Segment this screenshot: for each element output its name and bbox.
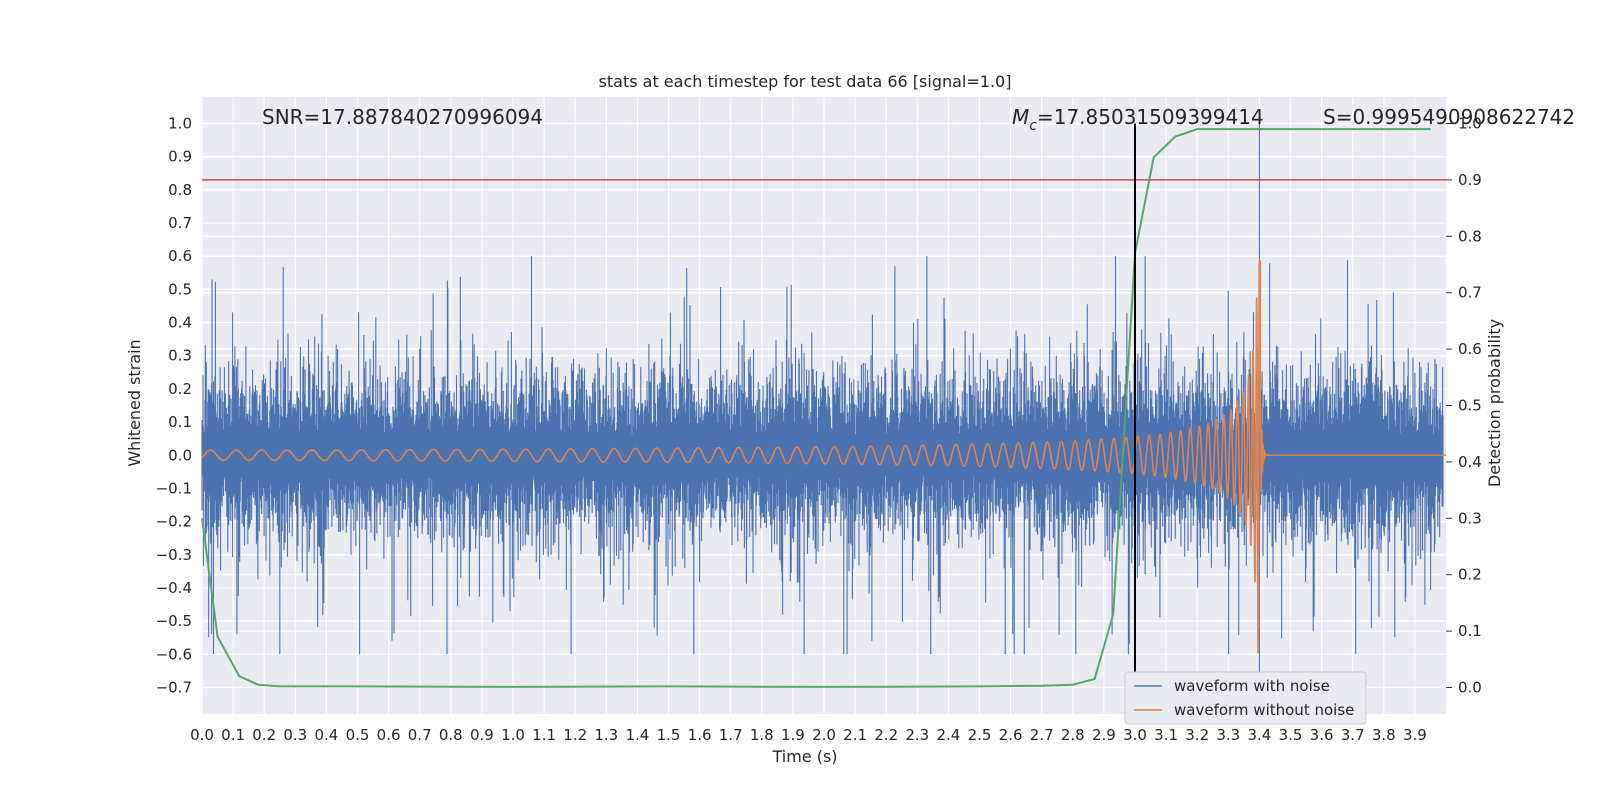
- x-tick-label: 1.0: [501, 726, 525, 744]
- series-detection-probability: [201, 128, 1431, 688]
- y-left-tick-label: −0.3: [156, 546, 192, 564]
- x-tick-label: 2.8: [1061, 726, 1085, 744]
- x-tick-label: 3.7: [1341, 726, 1365, 744]
- y-right-tick-label: 0.0: [1458, 678, 1482, 696]
- x-tick-label: 0.0: [190, 726, 214, 744]
- y-left-tick-label: −0.2: [156, 513, 192, 531]
- chirp-mass-subscript: c: [1029, 118, 1037, 134]
- x-tick-label: 3.1: [1154, 726, 1178, 744]
- y-left-tick-label: −0.4: [156, 579, 192, 597]
- y-left-tick-label: −0.7: [156, 678, 192, 696]
- x-tick-label: 1.8: [750, 726, 774, 744]
- x-tick-label: 2.0: [812, 726, 836, 744]
- y-left-tick-label: 0.7: [168, 214, 192, 232]
- x-tick-label: 2.5: [968, 726, 992, 744]
- x-tick-label: 3.6: [1310, 726, 1334, 744]
- y-left-tick-label: 0.1: [168, 413, 192, 431]
- y-left-tick-label: 1.0: [168, 115, 192, 133]
- series-layer: [201, 123, 1446, 714]
- y-right-tick-label: 0.9: [1458, 171, 1482, 189]
- y-left-tick-label: 0.8: [168, 181, 192, 199]
- x-tick-label: 0.2: [252, 726, 276, 744]
- x-tick-label: 2.6: [999, 726, 1023, 744]
- y-right-axis-label: Detection probability: [1485, 319, 1504, 487]
- y-left-tick-label: 0.4: [168, 314, 192, 332]
- x-tick-label: 3.4: [1247, 726, 1271, 744]
- x-tick-label: 0.9: [470, 726, 494, 744]
- x-tick-label: 1.2: [563, 726, 587, 744]
- x-tick-label: 3.5: [1279, 726, 1303, 744]
- x-tick-label: 1.7: [719, 726, 743, 744]
- x-tick-label: 3.0: [1123, 726, 1147, 744]
- x-tick-label: 1.1: [532, 726, 556, 744]
- legend-label-noisy: waveform with noise: [1174, 677, 1330, 695]
- x-tick-label: 0.5: [346, 726, 370, 744]
- y-right-tick-label: 0.6: [1458, 340, 1482, 358]
- x-axis-label: Time (s): [771, 747, 837, 766]
- series-waveform-without-noise: [201, 259, 1446, 654]
- legend: waveform with noise waveform without noi…: [1124, 671, 1367, 725]
- x-tick-label: 1.4: [625, 726, 649, 744]
- x-tick-label: 2.3: [905, 726, 929, 744]
- x-tick-label: 0.7: [408, 726, 432, 744]
- y-left-tick-label: 0.3: [168, 347, 192, 365]
- y-left-tick-label: 0.2: [168, 380, 192, 398]
- y-right-tick-label: 0.2: [1458, 566, 1482, 584]
- y-left-tick-label: 0.5: [168, 280, 192, 298]
- y-right-axis-ticks: 0.0 0.1 0.2 0.3 0.4 0.5 0.6 0.7 0.8 0.9 1.0: [1446, 115, 1482, 696]
- y-left-tick-label: 0.6: [168, 247, 192, 265]
- x-tick-label: 0.6: [377, 726, 401, 744]
- y-left-axis-ticks: −0.7 −0.6 −0.5 −0.4 −0.3 −0.2 −0.1 0.0 0.1 0.2 0.3…: [156, 115, 192, 697]
- chirp-mass-symbol: M: [1012, 105, 1029, 129]
- y-right-tick-label: 0.3: [1458, 509, 1482, 527]
- chirp-mass-value: =17.85031509399414: [1037, 105, 1264, 129]
- y-right-tick-label: 0.1: [1458, 622, 1482, 640]
- y-left-tick-label: 0.0: [168, 446, 192, 464]
- x-tick-label: 1.3: [594, 726, 618, 744]
- legend-box: [1124, 671, 1367, 725]
- x-tick-label: 1.6: [688, 726, 712, 744]
- y-left-tick-label: −0.1: [156, 479, 192, 497]
- x-tick-label: 0.3: [283, 726, 307, 744]
- x-axis-ticks: 0.0 0.1 0.2 0.3 0.4 0.5 0.6 0.7 0.8 0.9 1.0 1.1 1.2 1…: [190, 726, 1427, 744]
- legend-label-clean: waveform without noise: [1174, 701, 1354, 719]
- y-left-tick-label: −0.6: [156, 645, 192, 663]
- y-right-tick-label: 0.5: [1458, 397, 1482, 415]
- x-tick-label: 2.2: [874, 726, 898, 744]
- chirp-mass-annotation: Mc=17.85031509399414: [1012, 105, 1264, 134]
- y-right-tick-label: 0.7: [1458, 284, 1482, 302]
- x-tick-label: 3.2: [1185, 726, 1209, 744]
- snr-annotation: SNR=17.887840270996094: [262, 105, 543, 129]
- x-tick-label: 0.4: [314, 726, 338, 744]
- x-tick-label: 2.1: [843, 726, 867, 744]
- x-tick-label: 0.8: [439, 726, 463, 744]
- y-left-tick-label: 0.9: [168, 148, 192, 166]
- y-right-tick-label: 1.0: [1458, 115, 1482, 133]
- y-right-tick-label: 0.4: [1458, 453, 1482, 471]
- x-tick-label: 0.1: [221, 726, 245, 744]
- x-tick-label: 3.8: [1372, 726, 1396, 744]
- x-tick-label: 1.9: [781, 726, 805, 744]
- x-tick-label: 3.3: [1216, 726, 1240, 744]
- chart-title: stats at each timestep for test data 66 …: [599, 72, 1012, 91]
- y-left-axis-label: Whitened strain: [125, 339, 144, 466]
- y-left-tick-label: −0.5: [156, 612, 192, 630]
- score-annotation: S=0.9995490908622742: [1323, 105, 1575, 129]
- x-tick-label: 2.4: [936, 726, 960, 744]
- x-tick-label: 2.7: [1030, 726, 1054, 744]
- x-tick-label: 2.9: [1092, 726, 1116, 744]
- x-tick-label: 1.5: [657, 726, 681, 744]
- x-tick-label: 3.9: [1403, 726, 1427, 744]
- y-right-tick-label: 0.8: [1458, 227, 1482, 245]
